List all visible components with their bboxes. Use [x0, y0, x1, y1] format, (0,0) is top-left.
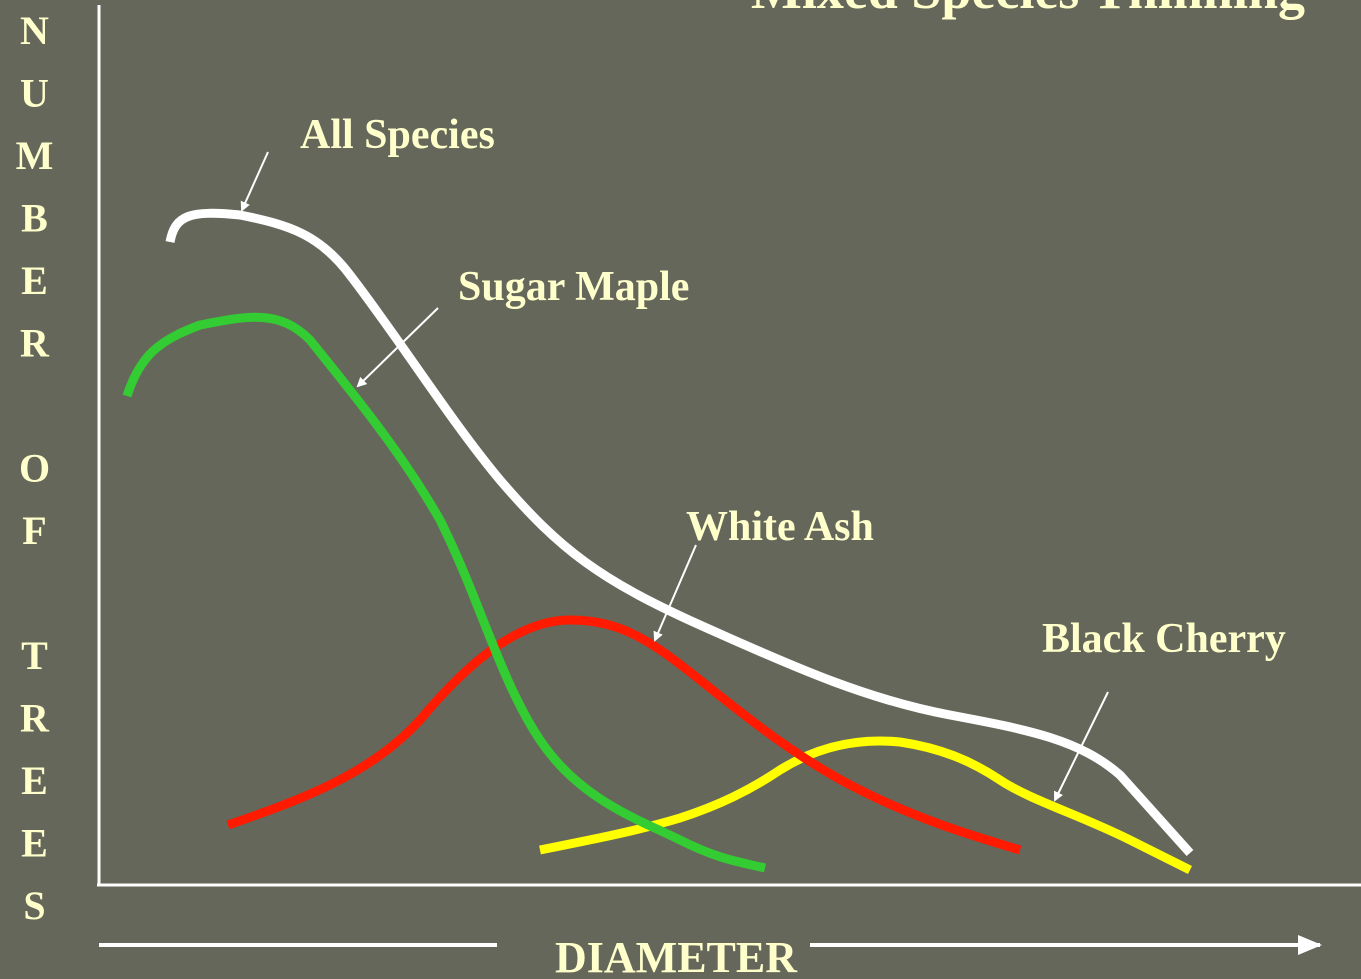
title: Mixed Species Thinning — [751, 0, 1305, 20]
curve-label: White Ash — [686, 504, 874, 550]
x-axis-label: DIAMETER — [555, 933, 798, 979]
sugar-maple-curve — [122, 312, 767, 873]
white-ash-curve — [226, 615, 1022, 855]
all-species-curve — [165, 208, 1194, 857]
curve-label: Sugar Maple — [458, 264, 689, 310]
curve-label: Black Cherry — [1042, 616, 1286, 662]
label-arrow — [240, 151, 269, 212]
label-arrow — [653, 544, 697, 642]
y-axis-label: NUMBER OF TREES — [12, 8, 57, 946]
label-arrow — [356, 307, 439, 388]
black-cherry-curve — [539, 736, 1193, 875]
curve-label: All Species — [300, 112, 495, 158]
label-arrow — [1054, 691, 1109, 802]
